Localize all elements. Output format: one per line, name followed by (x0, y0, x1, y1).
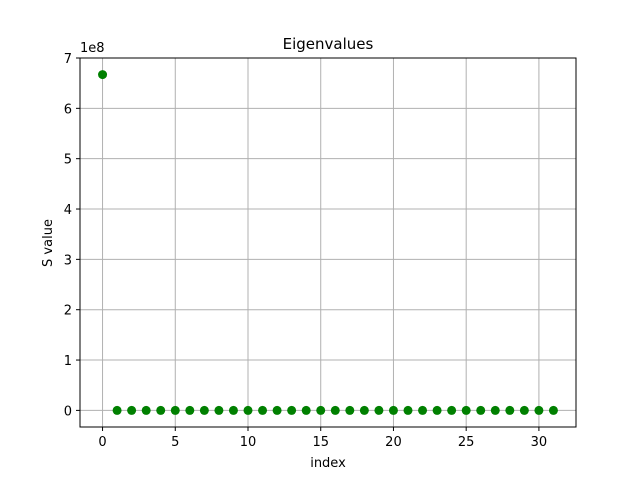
x-tick-label: 25 (458, 435, 475, 450)
data-point (418, 405, 428, 415)
data-point (534, 405, 544, 415)
y-axis-label: S value (41, 219, 56, 267)
y-tick-label: 1 (64, 354, 72, 369)
y-tick-label: 7 (64, 52, 72, 67)
data-point (287, 405, 297, 415)
y-tick-label: 5 (64, 153, 72, 168)
data-point (156, 405, 166, 415)
data-point (112, 405, 122, 415)
plot-area (80, 58, 576, 427)
x-tick-label: 0 (98, 435, 106, 450)
x-tick-label: 10 (240, 435, 257, 450)
x-tick-label: 30 (531, 435, 548, 450)
data-point (359, 405, 369, 415)
data-point (447, 405, 457, 415)
data-point (141, 405, 151, 415)
data-point (519, 405, 529, 415)
data-point (228, 405, 238, 415)
data-point (243, 405, 253, 415)
data-point (98, 70, 108, 80)
data-point (505, 405, 515, 415)
data-point (345, 405, 355, 415)
x-tick-label: 5 (171, 435, 179, 450)
data-point (490, 405, 500, 415)
plot-frame (79, 57, 577, 428)
y-tick-label: 0 (64, 404, 72, 419)
x-axis-label: index (310, 456, 346, 471)
data-point (388, 405, 398, 415)
x-tick-label: 15 (312, 435, 329, 450)
data-point (272, 405, 282, 415)
data-point (214, 405, 224, 415)
data-point (432, 405, 442, 415)
data-point (330, 405, 340, 415)
data-point (301, 405, 311, 415)
chart-title: Eigenvalues (283, 35, 374, 53)
y-axis-offset-label: 1e8 (80, 41, 105, 56)
y-tick-label: 6 (64, 102, 72, 117)
data-point (127, 405, 137, 415)
data-point (258, 405, 268, 415)
y-tick-label: 3 (64, 253, 72, 268)
y-tick-label: 4 (64, 203, 72, 218)
y-tick-label: 2 (64, 304, 72, 319)
data-point (374, 405, 384, 415)
x-tick-label: 20 (385, 435, 402, 450)
data-point (403, 405, 413, 415)
data-point (316, 405, 326, 415)
data-point (461, 405, 471, 415)
data-point (476, 405, 486, 415)
data-point (548, 405, 558, 415)
data-points (98, 70, 558, 415)
data-point (199, 405, 209, 415)
axis-ticks: 0 5 10 15 20 25 30 0 1 2 3 4 5 6 7 (64, 52, 547, 450)
data-point (185, 405, 195, 415)
data-point (170, 405, 180, 415)
